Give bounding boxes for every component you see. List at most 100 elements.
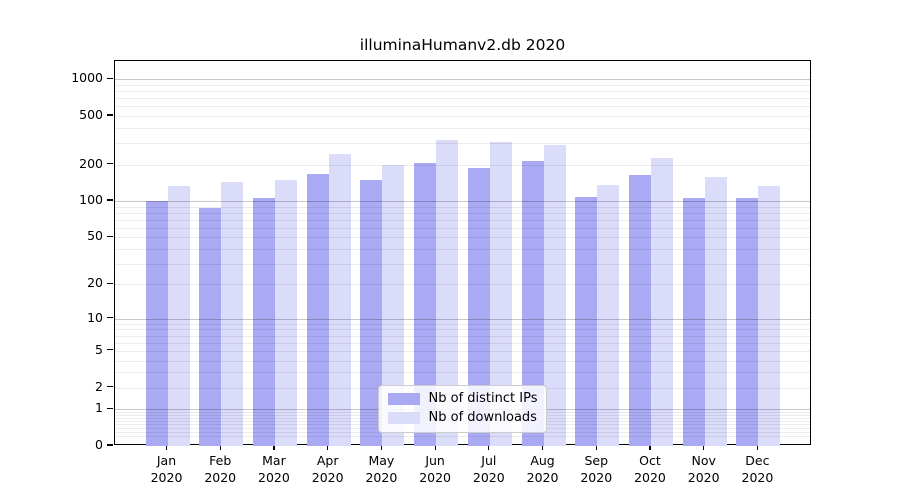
gridline-major [115,79,810,81]
x-tick-year: 2020 [311,470,344,485]
legend-item-distinct-ips: Nb of distinct IPs [387,391,538,407]
gridline-minor [115,143,810,145]
bar-downloads-jun [436,140,459,446]
x-tick-year: 2020 [526,470,559,485]
bar-downloads-aug [543,145,566,446]
x-tick-month: Jun [425,453,445,468]
legend-label-downloads: Nb of downloads [428,410,537,425]
gridline-minor [115,263,810,265]
gridline-minor [115,106,810,108]
x-tick-year: 2020 [258,470,290,485]
x-tick-month: Apr [316,453,339,468]
bar-ips-aug [521,161,544,446]
bar-ips-nov [682,197,705,446]
bar-downloads-dec [758,185,781,446]
bar-ips-apr [306,174,329,446]
bars-layer [115,61,810,446]
y-tick-label: 50 [87,228,103,244]
bar-ips-sep [575,196,598,446]
x-tick-mark [595,445,597,450]
x-tick-label-sep: Sep 2020 [566,452,626,486]
x-tick-mark [165,445,168,450]
gridline-minor [115,116,810,118]
gridline-minor [115,329,810,331]
x-tick-year: 2020 [580,470,613,485]
x-tick-label-feb: Feb 2020 [190,452,250,486]
x-tick-month: Jan [156,453,177,468]
bar-ips-jul [467,168,490,446]
x-tick-year: 2020 [741,470,774,485]
bar-downloads-nov [704,176,727,446]
y-tick-label: 200 [79,155,103,171]
bar-downloads-mar [274,180,297,446]
bar-ips-jan [145,201,168,446]
y-tick-mark [107,77,113,79]
x-tick-month: Jul [481,453,497,468]
gridline-minor [115,248,810,250]
x-tick-month: Sep [584,453,609,468]
gridline-minor [115,323,810,325]
x-tick-mark [703,445,705,450]
bar-downloads-jul [489,141,512,446]
gridline-minor [115,127,810,129]
y-tick-label: 10 [87,309,103,325]
chart-title: illuminaHumanv2.db 2020 [359,36,566,54]
x-tick-month: Feb [209,453,232,468]
y-tick-mark [107,114,113,116]
x-tick-mark [756,445,758,450]
bar-ips-may [360,179,383,446]
x-tick-month: Nov [691,453,716,468]
bar-downloads-sep [597,184,620,446]
y-tick-label: 100 [79,192,103,208]
gridline-minor [115,342,810,344]
y-tick-mark [107,317,113,319]
x-tick-mark [380,445,382,450]
bar-downloads-oct [650,157,673,446]
bar-downloads-apr [328,154,351,446]
gridline-minor [115,84,810,86]
x-tick-month: Aug [530,453,555,468]
gridline-minor [115,436,810,438]
y-tick-mark [107,282,113,284]
bar-ips-feb [199,208,222,446]
gridline-minor [115,335,810,337]
x-tick-year: 2020 [687,470,720,485]
bar-ips-dec [736,198,759,446]
legend-label-ips: Nb of distinct IPs [428,391,538,406]
x-tick-year: 2020 [472,470,505,485]
bar-downloads-jan [167,185,190,446]
gridline-minor [115,350,810,352]
legend-item-downloads: Nb of downloads [387,410,538,426]
x-tick-label-aug: Aug 2020 [513,452,573,486]
x-tick-mark [541,445,544,450]
bar-ips-jun [414,162,437,446]
bar-ips-mar [252,198,275,446]
x-tick-mark [649,445,651,450]
x-tick-year: 2020 [204,470,237,485]
y-tick-mark [107,407,113,409]
bar-ips-oct [628,175,651,446]
gridline-minor [115,91,810,93]
x-tick-year: 2020 [150,470,183,485]
y-tick-mark [107,235,113,237]
gridline-minor [115,212,810,214]
x-tick-label-oct: Oct 2020 [620,452,680,486]
gridline-minor [115,284,810,286]
legend-swatch-downloads [387,412,420,424]
y-tick-mark [107,162,113,165]
x-tick-label-nov: Nov 2020 [674,452,734,486]
x-tick-mark [434,445,436,450]
legend: Nb of distinct IPs Nb of downloads [377,385,548,433]
x-tick-label-jun: Jun 2020 [405,452,465,486]
x-tick-year: 2020 [634,470,666,485]
plot-area: Nb of distinct IPs Nb of downloads [114,60,811,446]
y-tick-label: 1 [95,400,103,416]
x-tick-year: 2020 [365,470,398,485]
x-tick-mark [327,445,329,450]
gridline-major [115,318,810,320]
bar-downloads-may [382,164,405,446]
x-tick-year: 2020 [419,470,451,485]
gridline-minor [115,227,810,229]
gridline-minor [115,372,810,374]
